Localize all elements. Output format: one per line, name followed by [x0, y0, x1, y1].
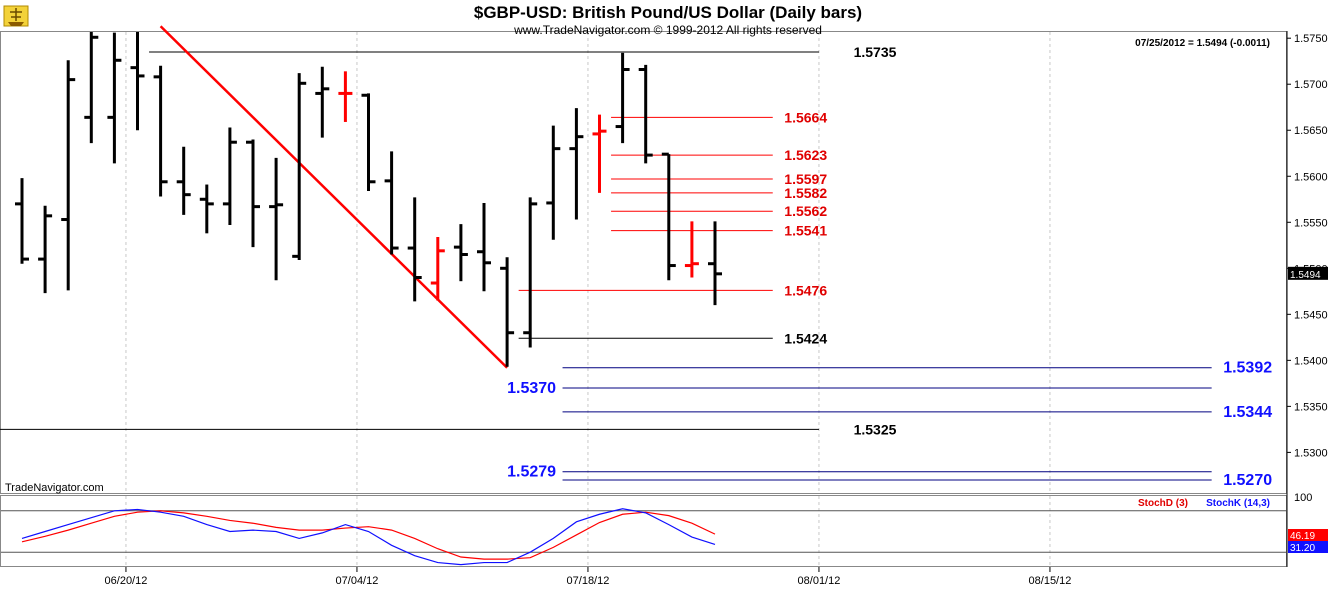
ohlc-bar	[107, 33, 121, 164]
legend-stochk: StochK (14,3)	[1206, 498, 1270, 509]
y-tick-label: 1.5700	[1294, 79, 1328, 91]
ohlc-bar	[385, 151, 399, 254]
level-lines: 1.57351.56641.56231.55971.55821.55621.55…	[0, 44, 1272, 489]
logo-icon	[4, 6, 28, 26]
level-label: 1.5270	[1223, 472, 1272, 489]
x-tick-label: 08/15/12	[1029, 575, 1072, 587]
ohlc-bar	[315, 67, 329, 138]
ohlc-bar	[246, 139, 260, 247]
level-label: 1.5541	[784, 223, 827, 239]
y-tick-label: 1.5650	[1294, 125, 1328, 137]
ohlc-bar	[662, 154, 676, 280]
ohlc-bar	[338, 71, 352, 122]
trendline-layer	[161, 26, 508, 367]
stoch-last-tag-label: 31.20	[1290, 543, 1315, 554]
ohlc-bar	[61, 60, 75, 290]
ohlc-bar	[131, 32, 145, 130]
y-tick-label: 1.5550	[1294, 217, 1328, 229]
ohlc-bar	[223, 127, 237, 225]
ohlc-bar	[639, 65, 653, 163]
level-label: 1.5370	[507, 380, 556, 397]
y-tick-label: 1.5600	[1294, 171, 1328, 183]
y-tick-label: 1.5750	[1294, 33, 1328, 45]
grid	[126, 32, 1050, 566]
x-tick-label: 07/18/12	[567, 575, 610, 587]
level-label: 1.5279	[507, 464, 556, 481]
ohlc-bar	[685, 221, 699, 277]
ohlc-bar	[431, 237, 445, 301]
chart-title: $GBP-USD: British Pound/US Dollar (Daily…	[474, 3, 862, 22]
level-label: 1.5325	[854, 421, 897, 437]
level-label: 1.5623	[784, 147, 827, 163]
level-label: 1.5735	[854, 44, 897, 60]
ohlc-bar	[15, 178, 29, 264]
ohlc-bar	[362, 93, 376, 191]
x-tick-label: 07/04/12	[336, 575, 379, 587]
level-label: 1.5562	[784, 203, 827, 219]
level-label: 1.5582	[784, 185, 827, 201]
brand-label: TradeNavigator.com	[5, 482, 104, 494]
level-label: 1.5664	[784, 109, 827, 125]
price-panel-frame	[1, 32, 1287, 494]
level-label: 1.5424	[784, 330, 827, 346]
y-tick-label: 1.5400	[1294, 355, 1328, 367]
stoch-panel-frame	[1, 496, 1287, 567]
ohlc-bar	[84, 32, 98, 143]
date-x-axis: 06/20/12 07/04/12 07/18/12 08/01/12 08/15/12	[105, 567, 1072, 587]
ohlc-bar	[38, 206, 52, 293]
ohlc-bar	[408, 197, 422, 301]
y-tick-label: 1.5300	[1294, 447, 1328, 459]
ohlc-bar	[708, 221, 722, 305]
ohlc-bar	[269, 158, 283, 280]
ohlc-bar	[454, 224, 468, 281]
stoch-y-tick-label: 100	[1294, 492, 1312, 504]
ohlc-bar	[616, 53, 630, 143]
chart-subtitle: www.TradeNavigator.com © 1999-2012 All r…	[513, 23, 822, 37]
y-tick-label: 1.5450	[1294, 309, 1328, 321]
price-y-axis: 1.57501.57001.56501.56001.55501.55001.54…	[1287, 33, 1328, 459]
price-bars	[15, 32, 722, 367]
ohlc-bar	[593, 115, 607, 193]
ohlc-bar	[154, 66, 168, 197]
ohlc-bar	[200, 185, 214, 234]
x-tick-label: 06/20/12	[105, 575, 148, 587]
ohlc-bar	[569, 108, 583, 219]
y-tick-label: 1.5350	[1294, 401, 1328, 413]
ohlc-bar	[477, 203, 491, 291]
legend-stochd: StochD (3)	[1138, 498, 1188, 509]
ohlc-bar	[500, 257, 514, 367]
stoch-last-tag-label: 46.19	[1290, 531, 1315, 542]
last-value-info: 07/25/2012 = 1.5494 (-0.0011)	[1135, 38, 1270, 49]
x-tick-label: 08/01/12	[798, 575, 841, 587]
ohlc-bar	[177, 147, 191, 215]
level-label: 1.5392	[1223, 360, 1272, 377]
ohlc-bar	[523, 197, 537, 347]
level-label: 1.5344	[1223, 404, 1272, 421]
last-price-tag-label: 1.5494	[1290, 270, 1321, 281]
trendline	[161, 26, 508, 367]
level-label: 1.5476	[784, 282, 827, 298]
ohlc-bar	[546, 126, 560, 240]
